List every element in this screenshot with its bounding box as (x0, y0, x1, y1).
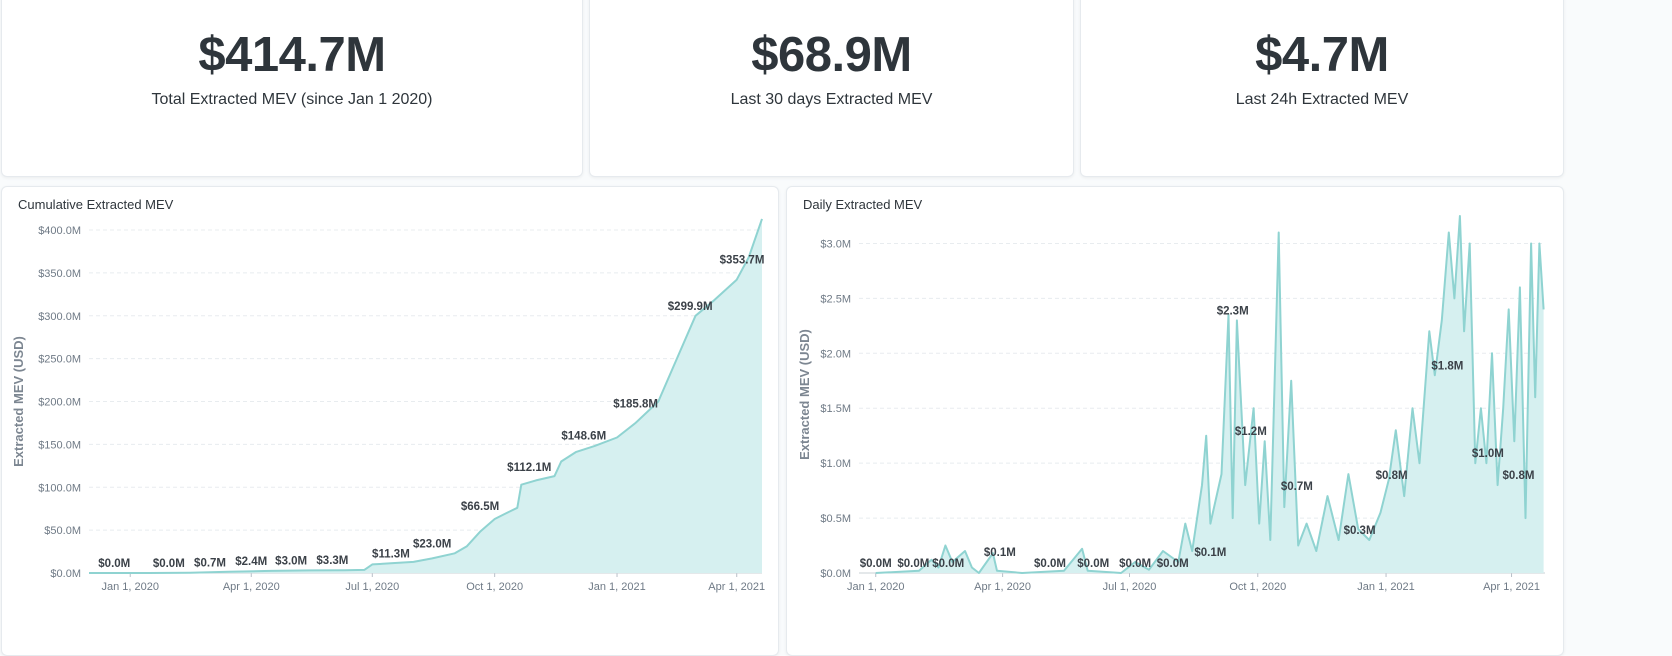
y-tick-label: $0.0M (50, 568, 81, 580)
data-label: $0.1M (984, 547, 1016, 559)
data-label: $11.3M (372, 548, 410, 560)
data-label: $0.0M (1034, 558, 1066, 570)
data-label: $0.7M (194, 557, 226, 569)
data-label: $0.0M (1077, 558, 1109, 570)
data-label: $2.4M (235, 556, 267, 568)
stat-label-total: Total Extracted MEV (since Jan 1 2020) (151, 91, 433, 108)
x-tick-label: Jul 1, 2020 (1103, 581, 1157, 593)
cumulative-chart-svg: $0.0M $50.0M $100.0M $150.0M $200.0M $250.0M $… (11, 218, 765, 593)
y-tick-label: $300.0M (38, 311, 81, 323)
x-tick-label: Jan 1, 2020 (847, 581, 905, 593)
data-label: $0.0M (860, 558, 892, 570)
y-tick-label: $1.5M (820, 403, 851, 415)
data-label: $2.3M (1217, 305, 1249, 317)
x-tick-label: Jul 1, 2020 (345, 581, 399, 593)
data-label: $66.5M (461, 501, 499, 513)
stat-value-24h: $4.7M (1255, 28, 1389, 82)
x-tick-label: Jan 1, 2021 (1357, 581, 1415, 593)
stat-value-total: $414.7M (198, 28, 386, 82)
y-tick-label: $2.5M (820, 293, 851, 305)
y-tick-label: $1.0M (820, 458, 851, 470)
y-axis-label: Extracted MEV (USD) (797, 329, 812, 460)
data-label: $0.3M (1344, 525, 1376, 537)
y-tick-label: $2.0M (820, 348, 851, 360)
stat-label-30d: Last 30 days Extracted MEV (730, 91, 933, 108)
data-label: $0.0M (1119, 558, 1151, 570)
y-tick-label: $100.0M (38, 482, 81, 494)
data-label: $0.0M (98, 558, 130, 570)
y-tick-label: $350.0M (38, 268, 81, 280)
data-label: $3.0M (275, 555, 307, 567)
x-tick-label: Jan 1, 2021 (588, 581, 646, 593)
stat-label-24h: Last 24h Extracted MEV (1235, 91, 1409, 108)
chart-title: Cumulative Extracted MEV (18, 197, 174, 212)
data-label: $0.0M (897, 558, 929, 570)
data-label: $148.6M (561, 431, 606, 443)
data-label: $185.8M (613, 399, 658, 411)
x-tick-label: Apr 1, 2021 (1483, 581, 1540, 593)
chart-title: Daily Extracted MEV (803, 197, 923, 212)
stat-card-30d: $68.9M Last 30 days Extracted MEV (589, 0, 1074, 177)
data-label: $1.2M (1235, 426, 1267, 438)
stat-card-24h: $4.7M Last 24h Extracted MEV (1080, 0, 1564, 177)
data-label: $1.0M (1472, 448, 1504, 460)
data-label: $0.8M (1376, 470, 1408, 482)
data-label: $0.7M (1281, 481, 1313, 493)
daily-chart-card: Daily Extracted MEV $0.0M $0.5M $1.0M $1.5M… (786, 186, 1564, 656)
stat-card-total: $414.7M Total Extracted MEV (since Jan 1… (1, 0, 583, 177)
y-tick-label: $400.0M (38, 225, 81, 237)
x-tick-label: Oct 1, 2020 (466, 581, 523, 593)
y-tick-label: $0.5M (820, 513, 851, 525)
data-label: $112.1M (507, 462, 551, 474)
data-label: $0.0M (932, 558, 964, 570)
y-tick-label: $150.0M (38, 439, 81, 451)
x-tick-label: Oct 1, 2020 (1229, 581, 1286, 593)
x-tick-label: Apr 1, 2021 (708, 581, 765, 593)
y-tick-label: $50.0M (44, 525, 81, 537)
y-tick-label: $200.0M (38, 397, 81, 409)
data-label: $353.7M (720, 255, 765, 267)
data-label: $23.0M (413, 538, 451, 550)
y-tick-label: $250.0M (38, 354, 81, 366)
data-label: $0.0M (1157, 558, 1189, 570)
series-area (875, 216, 1544, 573)
cumulative-chart-card: Cumulative Extracted MEV $0.0M $50.0M $100… (1, 186, 779, 656)
x-tick-label: Apr 1, 2020 (974, 581, 1031, 593)
data-label: $3.3M (316, 555, 348, 567)
data-label: $299.9M (668, 301, 713, 313)
data-label: $1.8M (1431, 360, 1463, 372)
stat-value-30d: $68.9M (751, 28, 912, 82)
data-label: $0.8M (1503, 470, 1535, 482)
series-line (89, 218, 763, 574)
y-axis-label: Extracted MEV (USD) (11, 336, 26, 467)
data-label: $0.1M (1194, 547, 1226, 559)
data-label: $0.0M (153, 558, 185, 570)
y-tick-label: $3.0M (820, 238, 851, 250)
x-tick-label: Apr 1, 2020 (223, 581, 280, 593)
y-tick-label: $0.0M (820, 568, 851, 580)
daily-chart-svg: $0.0M $0.5M $1.0M $1.5M $2.0M $2.5M $3.0M Jan 1… (797, 215, 1545, 593)
series-line (875, 215, 1545, 574)
x-tick-label: Jan 1, 2020 (101, 581, 159, 593)
series-area (89, 218, 762, 573)
